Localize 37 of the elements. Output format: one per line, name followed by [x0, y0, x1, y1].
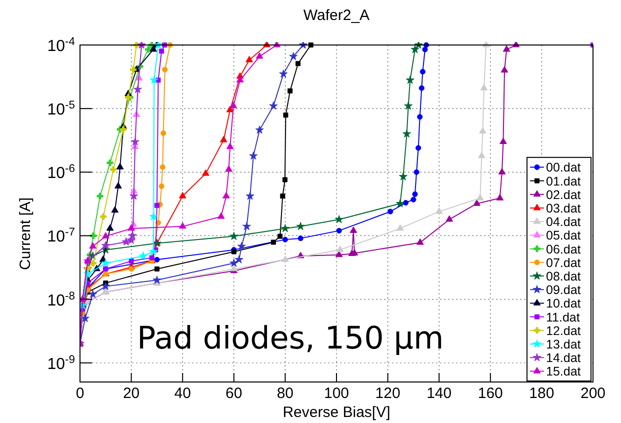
x-tick-label: 200 [580, 385, 606, 402]
x-tick-label: 40 [174, 385, 191, 402]
legend-label: 03.dat [546, 202, 582, 216]
legend-label: 05.dat [546, 228, 582, 243]
y-tick-label: 10$^{-4}$ [47, 36, 75, 55]
x-tick-label: 80 [276, 385, 294, 402]
x-tick-label: 100 [324, 385, 350, 402]
legend-label: 02.dat [546, 188, 582, 202]
y-tick-label: 10$^{-8}$ [47, 290, 75, 310]
chart-title: Wafer2_A [303, 7, 370, 24]
legend-label: 00.dat [546, 160, 582, 175]
x-tick-label: 20 [122, 385, 140, 402]
legend-label: 11.dat [546, 310, 580, 324]
legend-label: 14.dat [546, 351, 582, 366]
x-tick-label: 160 [478, 385, 503, 402]
y-axis-title: Current [A] [17, 197, 34, 270]
y-tick-label: 10$^{-5}$ [47, 100, 75, 119]
x-axis-title: Reverse Bias[V] [282, 404, 390, 421]
legend-label: 10.dat [546, 296, 582, 311]
annotation: Pad diodes, 150 µm [137, 320, 444, 356]
x-tick-label: 120 [375, 385, 400, 402]
legend-label: 15.dat [546, 364, 582, 379]
legend-label: 09.dat [546, 283, 582, 298]
x-tick-label: 180 [529, 385, 554, 402]
legend-label: 06.dat [546, 242, 582, 256]
legend-label: 12.dat [546, 324, 582, 338]
legend-label: 08.dat [546, 270, 582, 284]
x-tick-label: 60 [226, 385, 242, 402]
y-tick-label: 10$^{-6}$ [47, 163, 75, 182]
x-tick-label: 140 [426, 385, 452, 402]
legend-label: 04.dat [546, 215, 582, 230]
y-tick-label: 10$^{-9}$ [47, 354, 75, 373]
legend-label: 01.dat [546, 174, 582, 188]
y-tick-label: 10$^{-7}$ [47, 226, 75, 246]
legend-label: 07.dat [546, 256, 582, 270]
legend-label: 13.dat [546, 338, 582, 352]
x-tick-label: 0 [76, 385, 84, 402]
